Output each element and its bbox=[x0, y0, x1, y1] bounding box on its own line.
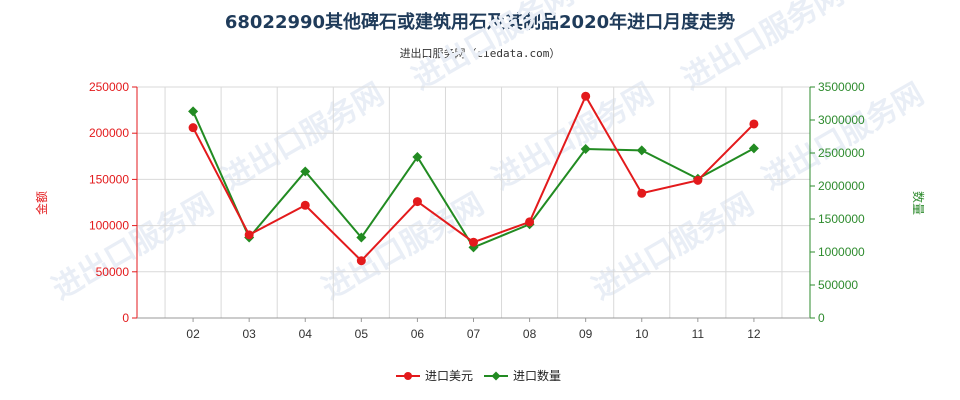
x-tick-label: 12 bbox=[747, 327, 761, 341]
x-tick-label: 03 bbox=[242, 327, 256, 341]
x-tick-label: 02 bbox=[186, 327, 200, 341]
legend-quantity-swatch-marker bbox=[491, 371, 501, 381]
y-left-axis-title: 金额 bbox=[34, 191, 49, 215]
x-tick-label: 09 bbox=[579, 327, 593, 341]
y-right-tick-label: 3000000 bbox=[818, 113, 865, 127]
chart-subtitle: 进出口服务网（ciedata.com） bbox=[399, 47, 561, 60]
legend-amount-label: 进口美元 bbox=[425, 369, 473, 383]
x-tick-label: 07 bbox=[467, 327, 481, 341]
legend-quantity-label: 进口数量 bbox=[513, 368, 561, 383]
y-right-tick-label: 500000 bbox=[818, 278, 858, 292]
series-quantity-point bbox=[748, 143, 759, 154]
series-amount-point bbox=[300, 200, 310, 210]
series-amount-point bbox=[412, 197, 422, 207]
series-quantity-point bbox=[636, 145, 647, 156]
watermark-text: 进出口服务网 bbox=[317, 187, 490, 307]
series-amount-point bbox=[525, 217, 535, 227]
series-amount-point bbox=[188, 123, 198, 133]
y-left-tick-label: 250000 bbox=[89, 80, 129, 94]
y-left-tick-label: 200000 bbox=[89, 126, 129, 140]
series-amount-point bbox=[469, 237, 478, 247]
x-tick-label: 04 bbox=[299, 327, 313, 341]
y-right-tick-label: 3500000 bbox=[818, 80, 865, 94]
y-left-tick-label: 150000 bbox=[89, 172, 129, 186]
watermark-text: 进出口服务网 bbox=[407, 0, 580, 97]
x-tick-label: 11 bbox=[692, 327, 705, 341]
series-quantity-point bbox=[412, 151, 423, 162]
series-amount-point bbox=[581, 91, 591, 101]
x-tick-label: 08 bbox=[523, 327, 537, 341]
watermark-text: 进出口服务网 bbox=[217, 77, 390, 197]
y-right-tick-label: 0 bbox=[818, 311, 825, 325]
y-right-tick-label: 1500000 bbox=[818, 212, 865, 226]
series-quantity-point bbox=[188, 106, 199, 117]
y-right-tick-label: 1000000 bbox=[818, 245, 865, 259]
series-amount-point bbox=[637, 188, 647, 198]
series-amount-point bbox=[693, 175, 703, 185]
series-quantity-point bbox=[580, 144, 591, 155]
legend-amount-swatch-marker bbox=[404, 372, 412, 380]
y-right-tick-label: 2000000 bbox=[818, 179, 865, 193]
y-right-axis-title: 数量 bbox=[911, 191, 926, 215]
y-left-tick-label: 0 bbox=[122, 311, 129, 325]
series-amount-point bbox=[749, 119, 759, 129]
series-quantity-point bbox=[356, 232, 367, 243]
series-amount-point bbox=[244, 230, 254, 240]
watermark-text: 进出口服务网 bbox=[47, 187, 220, 307]
chart-title: 68022990其他碑石或建筑用石及其制品2020年进口月度走势 bbox=[224, 12, 736, 33]
x-tick-label: 06 bbox=[411, 327, 425, 341]
x-tick-label: 10 bbox=[635, 327, 649, 341]
y-right-tick-label: 2500000 bbox=[818, 146, 865, 160]
y-left-tick-label: 100000 bbox=[89, 219, 129, 233]
y-left-tick-label: 50000 bbox=[96, 265, 130, 279]
watermark-text: 进出口服务网 bbox=[587, 187, 760, 307]
series-quantity-point bbox=[300, 166, 311, 177]
series-amount-point bbox=[356, 256, 366, 266]
x-tick-label: 05 bbox=[355, 327, 369, 341]
